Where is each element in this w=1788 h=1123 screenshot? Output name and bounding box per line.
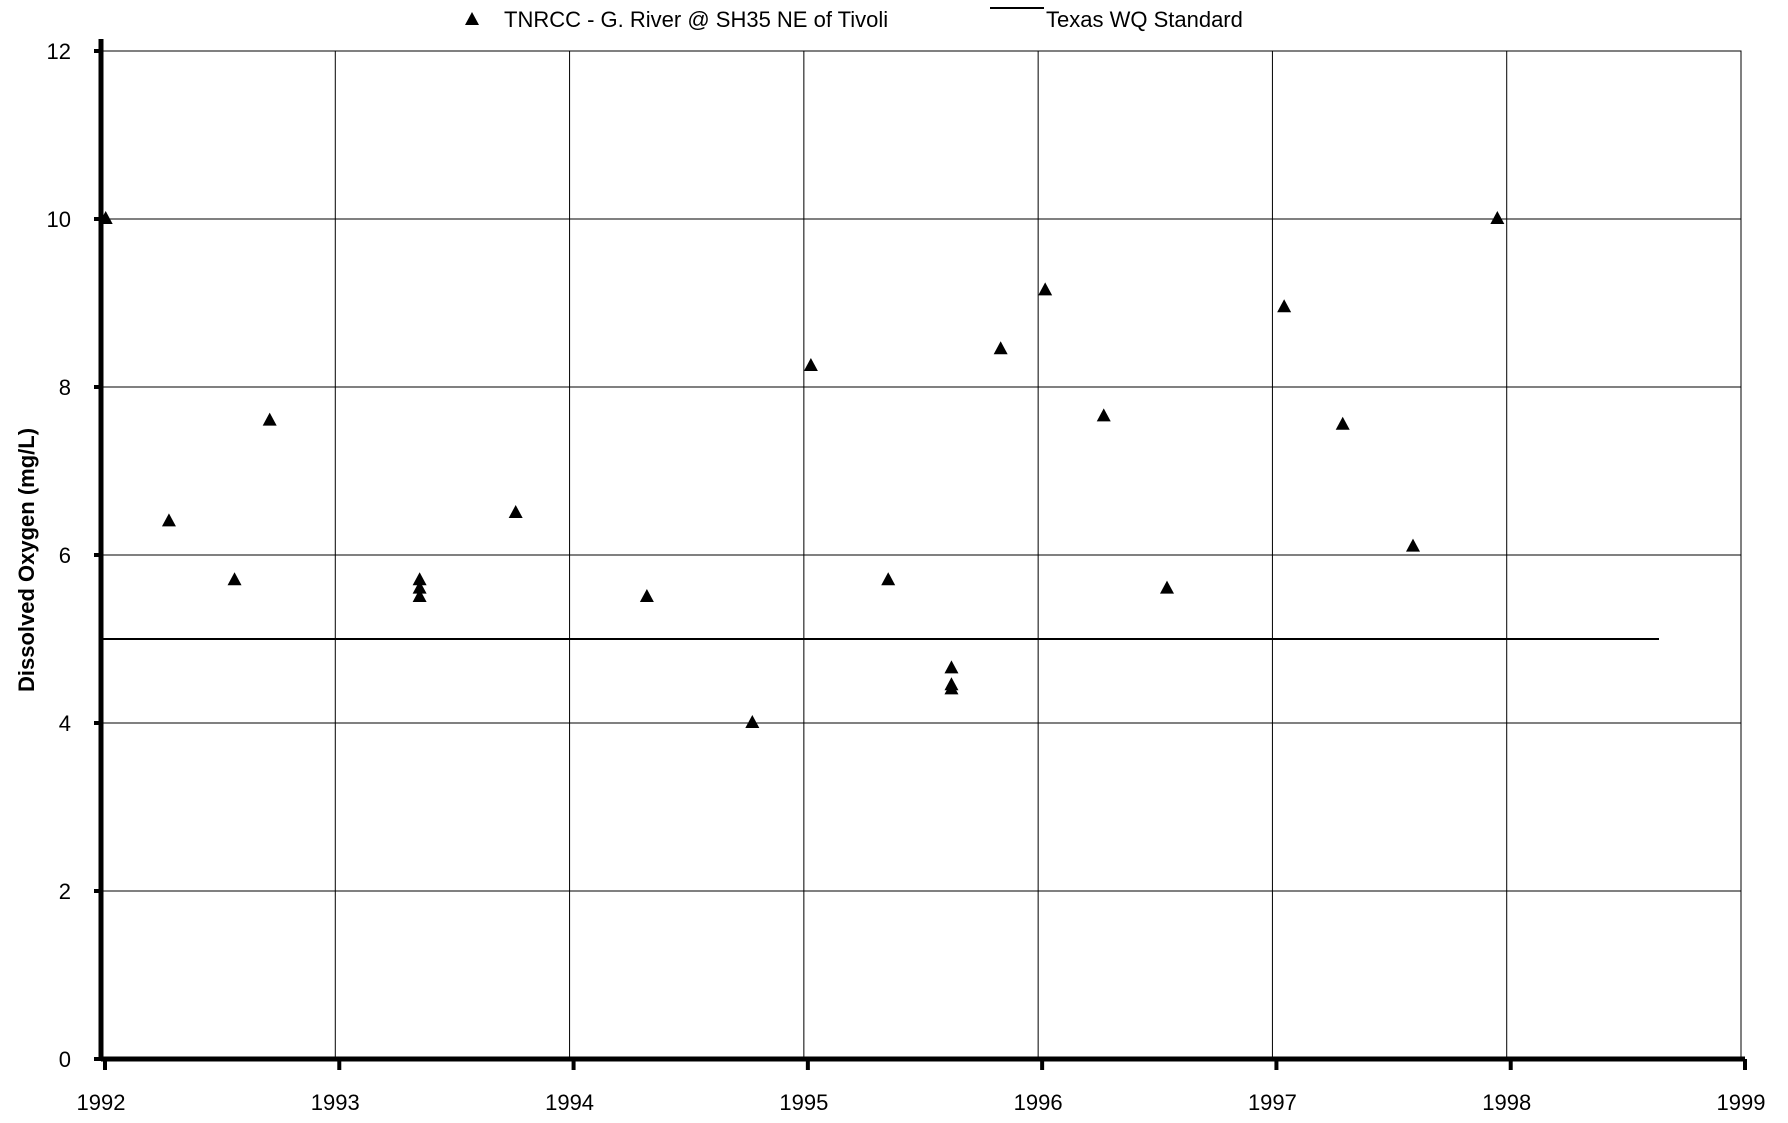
y-tick-label: 10 [47, 207, 71, 232]
data-point-triangle [1160, 580, 1174, 594]
x-tick-label: 1999 [1717, 1090, 1766, 1115]
legend-triangle-marker [465, 12, 479, 25]
x-tick-label: 1996 [1014, 1090, 1063, 1115]
x-tick-label: 1992 [77, 1090, 126, 1115]
x-tick-label: 1993 [311, 1090, 360, 1115]
data-point-triangle [1096, 408, 1111, 422]
legend-label-texas-wq-standard: Texas WQ Standard [1046, 7, 1243, 32]
data-point-triangle [745, 715, 760, 728]
data-point-triangle [1335, 416, 1350, 430]
data-point-triangle [412, 589, 427, 602]
data-point-triangle [881, 572, 896, 586]
data-point-triangle [1490, 211, 1505, 224]
legend: TNRCC - G. River @ SH35 NE of Tivoli Tex… [465, 7, 1243, 32]
data-point-triangle [944, 681, 959, 695]
x-tick-label: 1995 [779, 1090, 828, 1115]
data-point-triangle [227, 572, 242, 586]
data-point-triangle [993, 341, 1008, 355]
data-point-triangle [944, 660, 959, 674]
data-point-triangle [1038, 282, 1053, 296]
plot-series [98, 211, 1659, 728]
y-tick-label: 6 [59, 543, 71, 568]
data-point-triangle [639, 589, 654, 602]
data-point-triangle [161, 513, 176, 527]
grid-lines [100, 50, 1742, 1060]
y-tick-label: 12 [47, 39, 71, 64]
tick-labels: 0 2 4 6 8 10 12 1992 1993 1994 1995 1996 1997 1998 199… [47, 39, 1766, 1115]
data-point-triangle [412, 580, 427, 594]
x-tick-label: 1997 [1248, 1090, 1297, 1115]
y-tick-label: 8 [59, 375, 71, 400]
data-point-triangle [262, 412, 277, 426]
data-point-triangle [1406, 538, 1420, 552]
data-point-triangle [412, 572, 427, 586]
y-tick-label: 4 [59, 711, 71, 736]
data-point-triangle [98, 211, 113, 224]
data-point-triangle [1277, 299, 1292, 313]
data-point-triangle [508, 505, 523, 518]
y-tick-label: 0 [59, 1047, 71, 1072]
y-axis-title: Dissolved Oxygen (mg/L) [14, 428, 39, 692]
axes [94, 39, 1747, 1070]
data-point-triangle [803, 358, 818, 371]
x-tick-label: 1998 [1482, 1090, 1531, 1115]
y-tick-label: 2 [59, 879, 71, 904]
x-tick-label: 1994 [545, 1090, 594, 1115]
legend-label-tnrcc: TNRCC - G. River @ SH35 NE of Tivoli [504, 7, 888, 32]
